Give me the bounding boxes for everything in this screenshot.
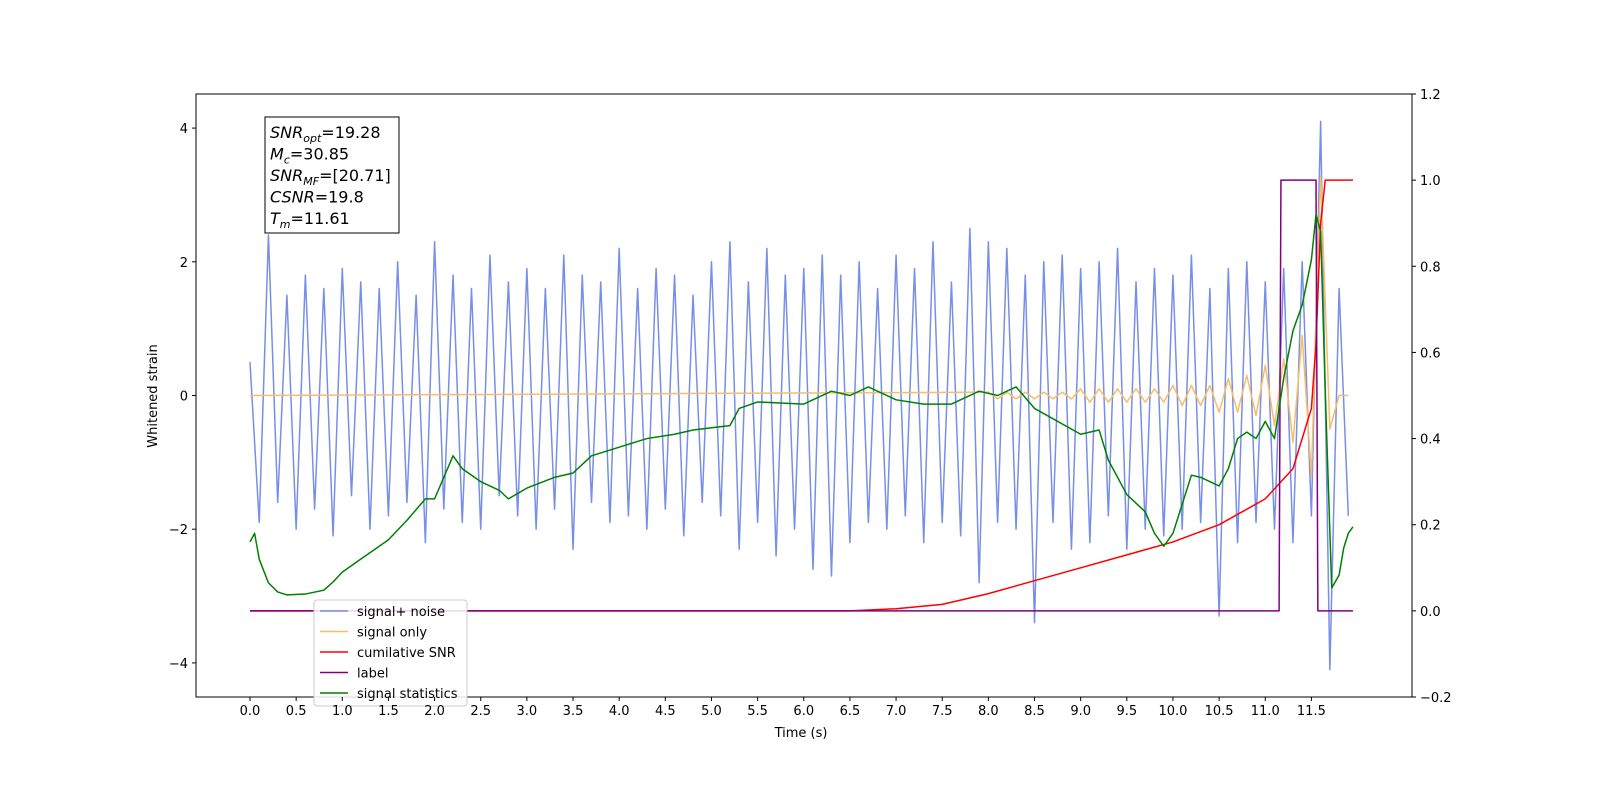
x-tick-label: 6.0 [793,704,814,719]
annotation: CSNR=19.8 [270,188,364,207]
x-tick-label: 4.0 [609,704,630,719]
x-tick-label: 10.5 [1205,704,1234,719]
annotation: SNRopt=19.28 [270,123,381,145]
x-tick-label: 11.5 [1297,704,1326,719]
legend: signal+ noise signal only cumilative SNR la… [313,599,468,707]
annotation: SNRMF=[20.71] [270,166,391,188]
annotation-symbol: SNR [270,123,303,142]
x-tick-label: 0.0 [240,704,261,719]
annotation-subscript: opt [303,132,322,145]
y-tick-label: 2 [180,256,188,271]
legend-label: signal statistics [357,687,458,702]
y-tick-label: −2 [169,523,188,538]
x-tick-label: 4.5 [655,704,676,719]
series-line [249,213,1354,596]
x-tick-label: 7.0 [886,704,907,719]
x-tick-label: 6.5 [840,704,861,719]
annotation: Tm=11.61 [270,209,350,231]
x-tick-label: 5.5 [747,704,768,719]
annotation-box: SNRopt=19.28Mc=30.85SNRMF=[20.71]CSNR=19… [264,116,400,234]
y2-tick-label: 0.8 [1420,260,1441,275]
x-tick-label: 11.0 [1251,704,1280,719]
y-tick-label: −4 [169,657,188,672]
annotation-value: =30.85 [290,145,349,164]
series-line [249,120,1350,671]
legend-label: label [357,667,388,682]
x-tick-label: 5.0 [701,704,722,719]
legend-label: signal only [357,626,427,641]
annotation: Mc=30.85 [270,145,349,167]
y2-tick-label: 1.0 [1420,174,1441,189]
x-tick-label: 9.5 [1116,704,1137,719]
y2-tick-label: 0.4 [1420,433,1441,448]
x-tick-label: 1.5 [378,704,399,719]
y2-tick-label: 0.6 [1420,346,1441,361]
y-tick-label: 4 [180,122,188,137]
x-tick-label: 0.5 [286,704,307,719]
y2-tick-label: 0.2 [1420,519,1441,534]
annotation-symbol: CSNR [270,188,315,207]
annotation-value: =19.8 [315,188,364,207]
annotation-value: =19.28 [321,123,380,142]
x-tick-label: 10.0 [1158,704,1187,719]
x-tick-label: 8.5 [1024,704,1045,719]
annotation-value: =[20.71] [319,166,391,185]
legend-label: cumilative SNR [357,646,456,661]
series-line [249,179,1353,612]
annotation-subscript: c [284,154,290,167]
y2-tick-label: 0.0 [1420,605,1441,620]
annotation-subscript: MF [303,175,319,188]
series-line [249,179,1353,612]
annotation-symbol: M [270,145,284,164]
annotation-value: =11.61 [291,209,350,228]
y-axis-label: Whitened strain [146,344,161,447]
plot-area [249,120,1354,671]
y2-tick-label: 1.2 [1420,88,1441,103]
x-axis-label: Time (s) [774,726,828,741]
x-tick-label: 7.5 [932,704,953,719]
x-tick-label: 2.0 [424,704,445,719]
legend-label: signal+ noise [357,605,445,620]
annotation-subscript: m [280,218,291,231]
x-tick-label: 1.0 [332,704,353,719]
x-tick-label: 9.0 [1070,704,1091,719]
y2-tick-label: −0.2 [1420,691,1452,706]
annotation-symbol: SNR [270,166,303,185]
legend-frame [313,599,468,707]
x-tick-label: 3.0 [517,704,538,719]
annotation-symbol: T [270,209,281,228]
x-tick-label: 8.0 [978,704,999,719]
x-tick-label: 2.5 [470,704,491,719]
x-tick-label: 3.5 [563,704,584,719]
y-tick-label: 0 [180,390,188,405]
series-line [249,174,1349,477]
annotation-frame [264,116,400,234]
